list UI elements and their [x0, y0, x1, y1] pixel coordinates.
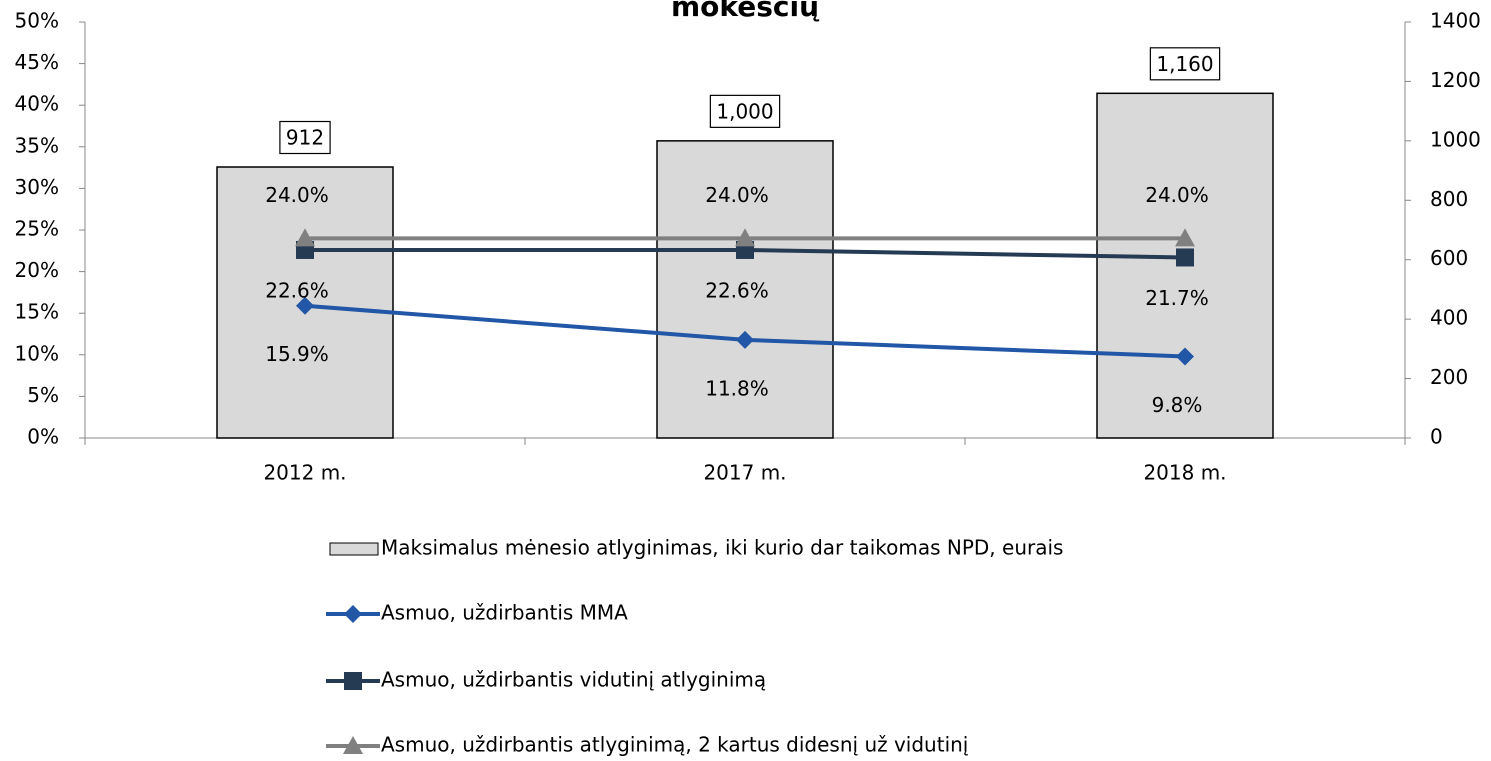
- marker: [1176, 248, 1194, 267]
- data-label: 11.8%: [705, 376, 769, 400]
- y2-tick-label: 800: [1430, 187, 1468, 211]
- data-label: 24.0%: [1145, 183, 1209, 207]
- data-label: 21.7%: [1145, 286, 1209, 310]
- legend-marker: [343, 736, 363, 754]
- y-tick-label: 0%: [27, 425, 59, 449]
- bar-value-label: 1,160: [1156, 52, 1213, 76]
- marker: [1176, 347, 1194, 366]
- data-label: 24.0%: [705, 183, 769, 207]
- y2-tick-label: 200: [1430, 365, 1468, 389]
- data-label: 22.6%: [265, 278, 329, 302]
- legend-swatch: [329, 542, 379, 556]
- x-tick-label: 2012 m.: [263, 461, 346, 485]
- legend-label: Asmuo, uždirbantis MMA: [381, 601, 628, 625]
- legend-marker: [344, 605, 362, 623]
- x-tick-label: 2018 m.: [1143, 461, 1226, 485]
- y-tick-label: 25%: [15, 217, 59, 241]
- data-label: 22.6%: [705, 278, 769, 302]
- y2-tick-label: 1000: [1430, 127, 1481, 151]
- value-label-box: [279, 120, 331, 155]
- y2-tick-label: 1400: [1430, 9, 1481, 33]
- y-tick-label: 20%: [15, 258, 59, 282]
- y2-tick-label: 1200: [1430, 68, 1481, 92]
- legend-label: Asmuo, uždirbantis vidutinį atlyginimą: [381, 668, 766, 692]
- x-tick-label: 2017 m.: [703, 461, 786, 485]
- chart-title: mokesčių: [671, 0, 820, 23]
- y-tick-label: 5%: [27, 383, 59, 407]
- marker: [1175, 228, 1195, 247]
- y-tick-label: 30%: [15, 175, 59, 199]
- data-label: 9.8%: [1152, 393, 1203, 417]
- bar-value-label: 1,000: [716, 99, 773, 123]
- legend-marker: [344, 672, 362, 690]
- y-tick-label: 50%: [15, 9, 59, 33]
- marker: [295, 228, 315, 247]
- y-tick-label: 15%: [15, 300, 59, 324]
- y2-tick-label: 600: [1430, 246, 1468, 270]
- y-tick-label: 45%: [15, 50, 59, 74]
- data-label: 24.0%: [265, 183, 329, 207]
- value-label-box: [1149, 47, 1221, 81]
- marker: [735, 228, 755, 247]
- y-tick-label: 40%: [15, 92, 59, 116]
- data-label: 15.9%: [265, 342, 329, 366]
- bar-value-label: 912: [286, 126, 324, 150]
- bar: [656, 140, 834, 439]
- marker: [736, 330, 754, 349]
- marker: [296, 296, 314, 315]
- value-label-box: [709, 94, 781, 128]
- y2-tick-label: 0: [1430, 425, 1443, 449]
- legend-label: Asmuo, uždirbantis atlyginimą, 2 kartus …: [381, 733, 969, 757]
- y-tick-label: 10%: [15, 341, 59, 365]
- y2-tick-label: 400: [1430, 306, 1468, 330]
- legend-label: Maksimalus mėnesio atlyginimas, iki kuri…: [381, 536, 1063, 560]
- y-tick-label: 35%: [15, 133, 59, 157]
